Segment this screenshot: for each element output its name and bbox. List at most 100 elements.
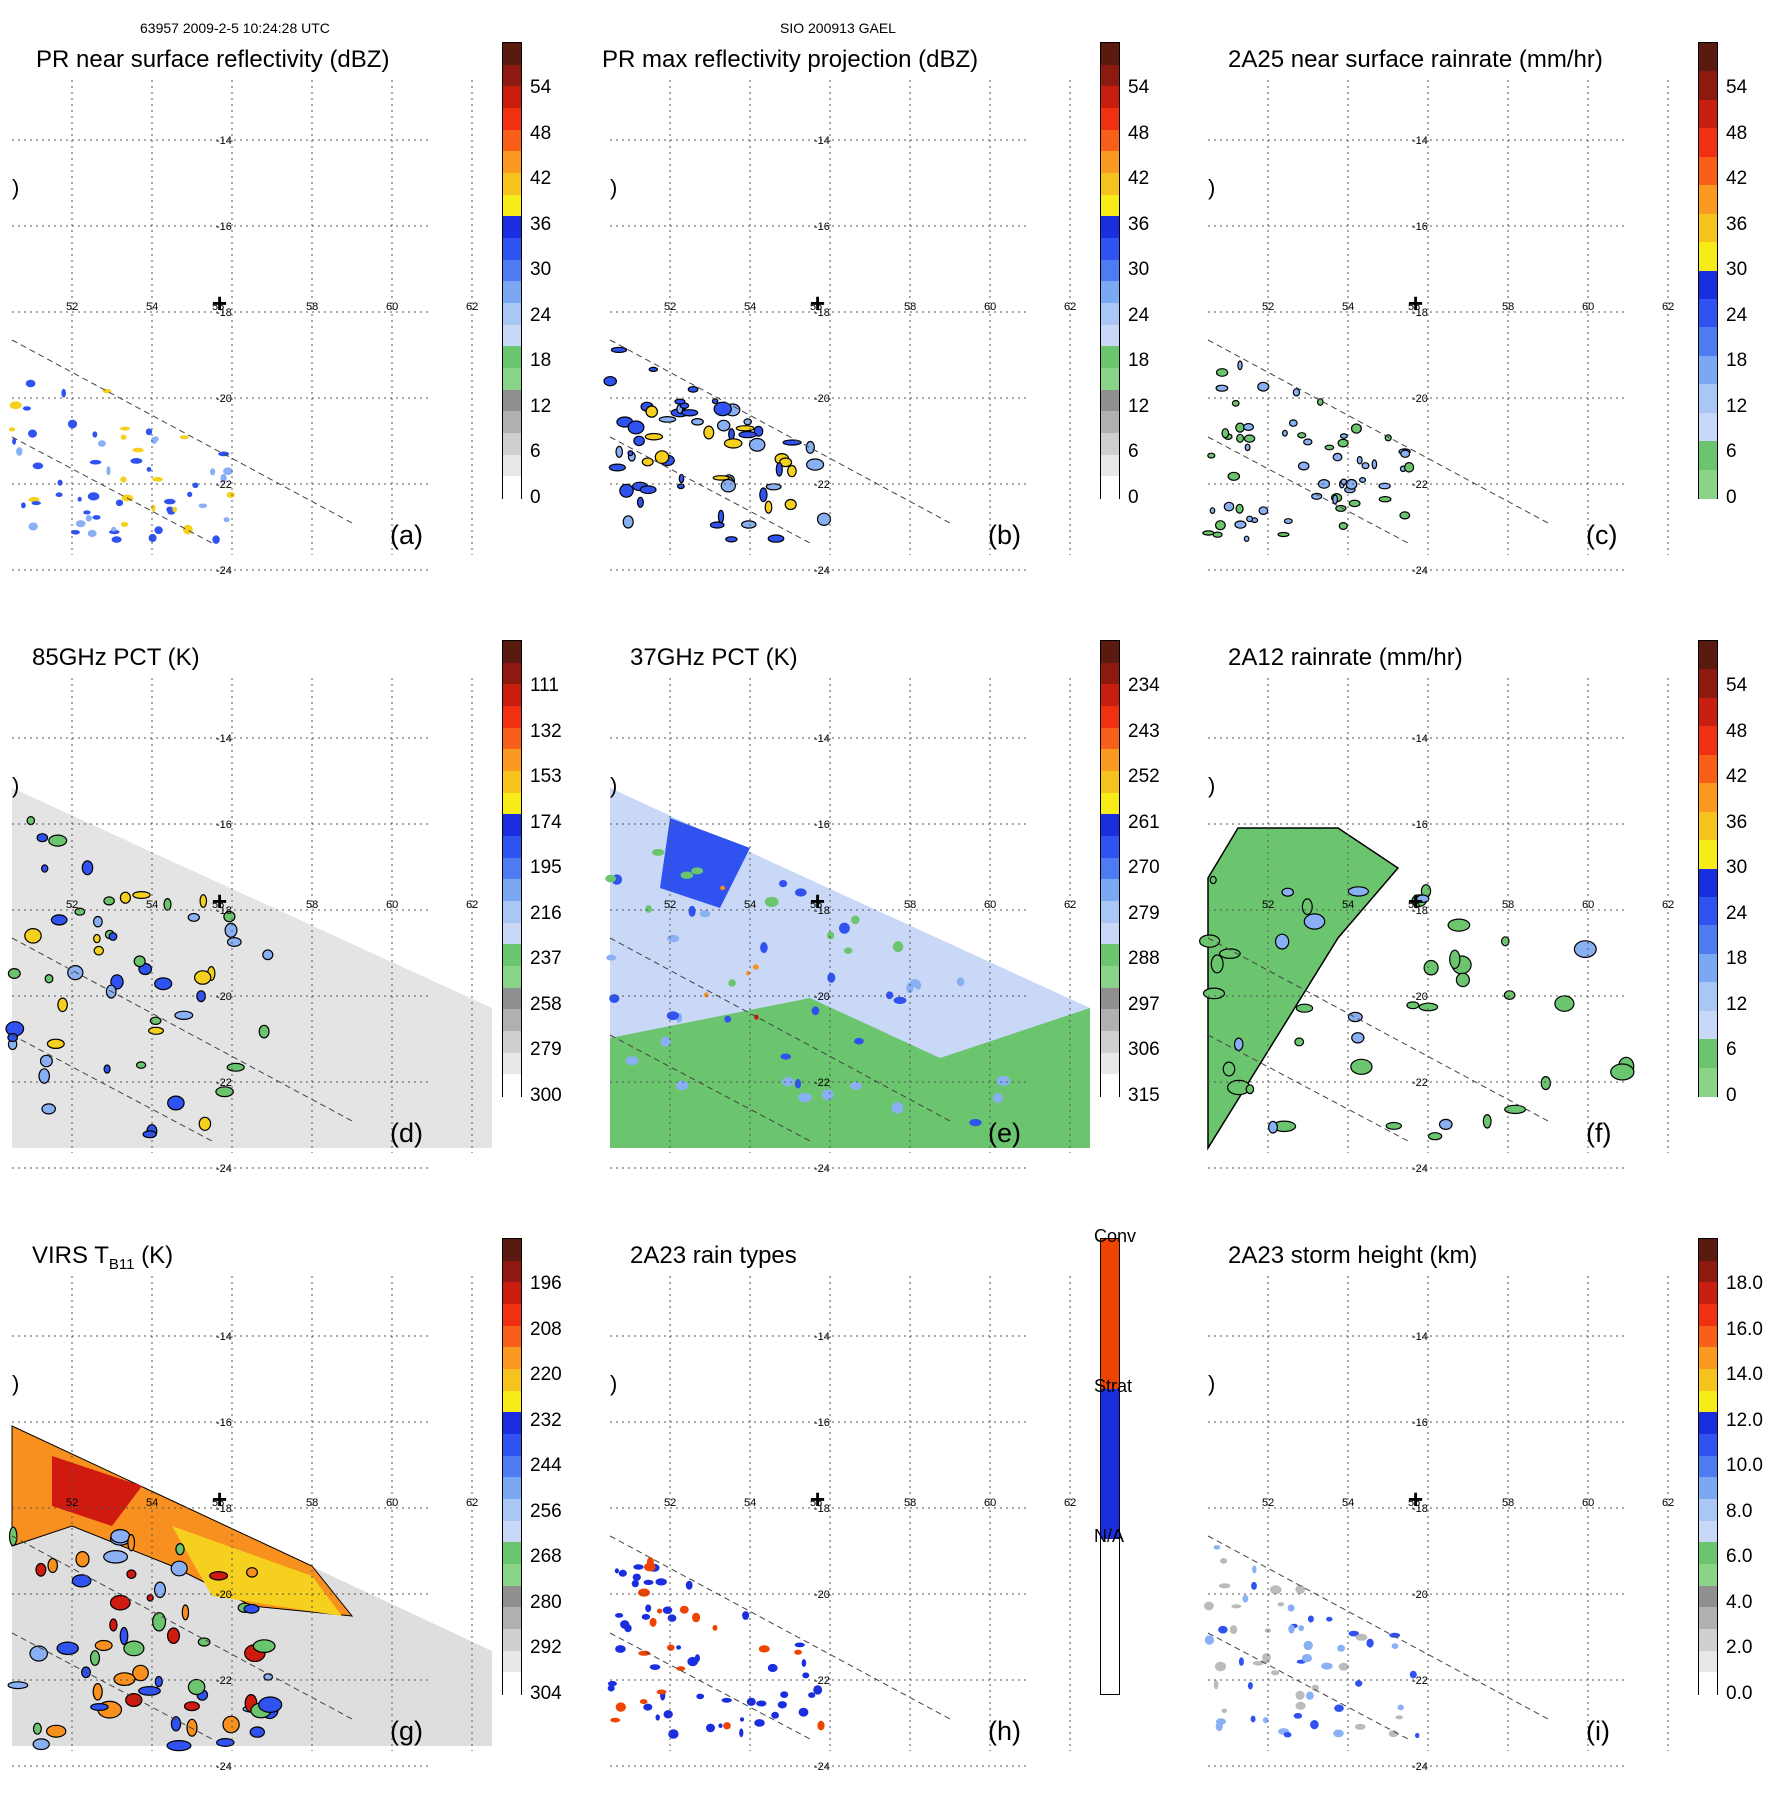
latitude-label: -24 [814, 1761, 830, 1773]
radar-echo-cell [152, 436, 159, 442]
colorbar-tick-label: 279 [1128, 902, 1160, 924]
rain2a12-cell [1455, 972, 1470, 988]
rain2a12-cell [1351, 1032, 1365, 1044]
latitude-label: -14 [216, 1331, 232, 1343]
radar-echo-cell [764, 500, 773, 514]
radar-echo-cell [1338, 1662, 1349, 1671]
colorbar-segment [503, 86, 521, 109]
latitude-label: -16 [216, 1417, 232, 1429]
virs-cell [258, 1696, 283, 1713]
radar-echo-cell [643, 1703, 653, 1711]
latitude-label: -14 [814, 135, 830, 147]
virs-cell [94, 1639, 113, 1652]
swath-edge-line [609, 1034, 811, 1142]
pct85-cell [36, 833, 49, 843]
radar-echo-cell [638, 1588, 650, 1597]
colorbar-segment [503, 1672, 521, 1695]
rain2a12-cell [1540, 1076, 1551, 1091]
colorbar-segment [1101, 216, 1119, 239]
radar-echo-cell [1404, 461, 1415, 473]
pct37-pixel [893, 996, 907, 1004]
colorbar-segment [1699, 1260, 1717, 1283]
pct85-cell [215, 1086, 234, 1098]
colorbar-segment [1101, 368, 1119, 391]
radar-echo-cell [801, 1659, 807, 1667]
pct37-pixel [830, 1074, 837, 1083]
longitude-label: 58 [1502, 301, 1515, 313]
radar-echo-cell [77, 496, 82, 502]
pct37-pixel [676, 1080, 689, 1091]
colorbar-tick-label: 12 [1726, 395, 1748, 417]
colorbar-segment [503, 1477, 521, 1500]
colorbar-tick-label: 243 [1128, 720, 1160, 742]
colorbar-segment [503, 281, 521, 304]
pct37-warm-region [610, 998, 1090, 1148]
pct37-hot-pixel [746, 970, 750, 976]
longitude-label: 56 [212, 899, 225, 911]
colorbar-segment [503, 944, 521, 967]
latitude-label: -18 [1412, 307, 1428, 319]
rain2a12-cell [1202, 987, 1226, 1000]
radar-echo-cell [643, 1579, 654, 1585]
rain2a12-cell [1347, 886, 1369, 897]
latitude-label: -16 [1412, 1417, 1428, 1429]
latitude-label: -18 [216, 1503, 232, 1515]
radar-echo-cell [641, 1613, 651, 1620]
colorbar-segment [1699, 1477, 1717, 1500]
virs-cell [110, 1529, 131, 1544]
longitude-label: 54 [146, 301, 159, 313]
radar-echo-cell [1238, 1657, 1244, 1666]
radar-echo-cell [767, 1663, 778, 1673]
longitude-label: 58 [904, 301, 917, 313]
rain2a12-cell [1447, 918, 1471, 932]
radar-echo-cell [1223, 501, 1235, 512]
radar-echo-cell [1235, 503, 1244, 514]
longitude-label: 62 [1662, 899, 1675, 911]
colorbar-segment [1699, 1672, 1717, 1695]
radar-echo-cell [1229, 1625, 1238, 1635]
radar-echo-cell [622, 515, 634, 529]
swath-edge-line [1207, 937, 1549, 1122]
radar-echo-cell [1295, 1584, 1306, 1594]
colorbar-segment [503, 879, 521, 902]
pct37-pixel [612, 1124, 626, 1131]
virs-cell [125, 1693, 143, 1708]
radar-echo-cell [1332, 452, 1343, 462]
rain2a12-cell [1294, 1037, 1305, 1047]
radar-echo-cell [1204, 1601, 1214, 1611]
colorbar-tick-label: 12 [1726, 993, 1748, 1015]
colorbar-segment [1699, 811, 1717, 841]
latitude-label: -14 [1412, 1331, 1428, 1343]
latitude-label: -20 [1412, 1589, 1428, 1601]
colorbar-segment [1101, 238, 1119, 261]
swath-edge-line [609, 436, 811, 544]
colorbar-segment [1101, 684, 1119, 707]
latitude-label: -20 [216, 1589, 232, 1601]
colorbar-segment [1699, 469, 1717, 499]
colorbar-segment [1101, 944, 1119, 967]
colorbar-tick-label: 30 [1128, 259, 1150, 281]
radar-echo-cell [676, 1645, 682, 1650]
radar-echo-cell [1306, 1691, 1314, 1700]
colorbar-tick-label: 30 [1726, 857, 1748, 879]
virs-cell [47, 1557, 58, 1574]
colorbar-segment [503, 259, 521, 282]
radar-echo-cell [187, 491, 193, 497]
radar-echo-cell [12, 438, 17, 445]
radar-echo-cell [1231, 399, 1240, 407]
radar-echo-cell [603, 376, 617, 387]
colorbar-tick-label: 14.0 [1726, 1364, 1763, 1386]
radar-echo-cell [706, 1723, 715, 1733]
radar-echo-cell [1307, 1615, 1314, 1623]
storm-center-marker: + [212, 886, 228, 916]
longitude-label: 56 [810, 899, 823, 911]
radar-echo-cell [1409, 1670, 1417, 1679]
pct37-pixel [892, 941, 904, 953]
radar-echo-cell [152, 476, 163, 482]
colorbar-segment [1101, 1031, 1119, 1054]
radar-echo-cell [8, 427, 16, 432]
longitude-label: 62 [466, 301, 479, 313]
radar-echo-cell [1321, 1662, 1333, 1670]
radar-echo-cell [1355, 1680, 1363, 1687]
pct85-cell [198, 1116, 212, 1131]
